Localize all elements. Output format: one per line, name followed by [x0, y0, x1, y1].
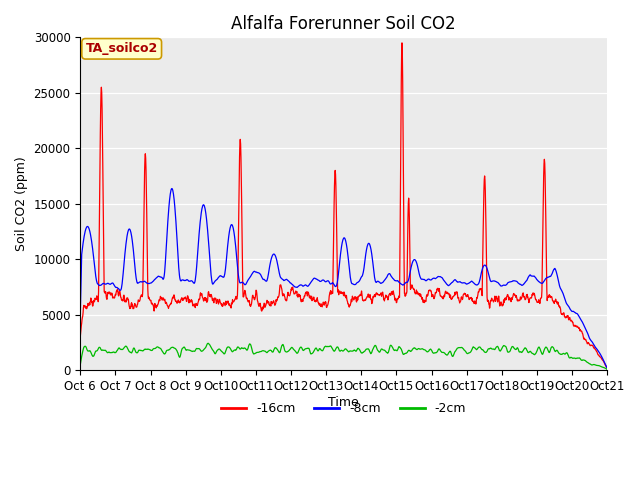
-2cm	[311, 346, 319, 352]
-8cm	[321, 278, 328, 284]
Legend: -16cm, -8cm, -2cm: -16cm, -8cm, -2cm	[216, 397, 471, 420]
-16cm	[311, 298, 319, 303]
-16cm	[398, 40, 406, 46]
-2cm	[377, 348, 385, 353]
-8cm	[76, 312, 84, 318]
-2cm	[204, 340, 212, 346]
-8cm	[604, 366, 611, 372]
Line: -16cm: -16cm	[80, 43, 607, 368]
-16cm	[604, 365, 611, 371]
-8cm	[168, 186, 175, 192]
-8cm	[311, 276, 319, 281]
-2cm	[300, 347, 308, 353]
-8cm	[117, 287, 125, 292]
-2cm	[321, 344, 328, 349]
-8cm	[139, 279, 147, 285]
-2cm	[76, 362, 84, 368]
Line: -2cm: -2cm	[80, 343, 607, 370]
-8cm	[377, 280, 385, 286]
-16cm	[321, 302, 328, 308]
Title: Alfalfa Forerunner Soil CO2: Alfalfa Forerunner Soil CO2	[232, 15, 456, 33]
-16cm	[76, 334, 84, 340]
-8cm	[300, 283, 308, 288]
-2cm	[139, 348, 147, 354]
-16cm	[376, 292, 384, 298]
Y-axis label: Soil CO2 (ppm): Soil CO2 (ppm)	[15, 156, 28, 251]
-2cm	[604, 367, 611, 372]
-16cm	[300, 295, 308, 301]
Text: TA_soilco2: TA_soilco2	[86, 42, 158, 55]
Line: -8cm: -8cm	[80, 189, 607, 369]
X-axis label: Time: Time	[328, 396, 359, 408]
-2cm	[117, 347, 125, 352]
-16cm	[139, 292, 147, 298]
-16cm	[117, 295, 125, 300]
